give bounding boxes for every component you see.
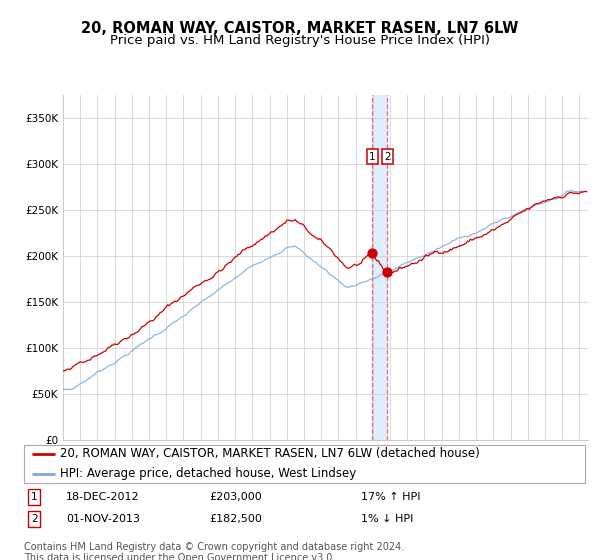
Text: 20, ROMAN WAY, CAISTOR, MARKET RASEN, LN7 6LW (detached house): 20, ROMAN WAY, CAISTOR, MARKET RASEN, LN…: [61, 447, 480, 460]
Text: Contains HM Land Registry data © Crown copyright and database right 2024.
This d: Contains HM Land Registry data © Crown c…: [24, 542, 404, 560]
Text: 1: 1: [31, 492, 37, 502]
Bar: [372, 95, 387, 440]
Text: 01-NOV-2013: 01-NOV-2013: [66, 514, 140, 524]
Text: £203,000: £203,000: [209, 492, 262, 502]
Text: 20, ROMAN WAY, CAISTOR, MARKET RASEN, LN7 6LW: 20, ROMAN WAY, CAISTOR, MARKET RASEN, LN…: [82, 21, 518, 36]
Text: 1: 1: [369, 152, 376, 162]
Text: 17% ↑ HPI: 17% ↑ HPI: [361, 492, 420, 502]
Text: 1% ↓ HPI: 1% ↓ HPI: [361, 514, 413, 524]
Text: £182,500: £182,500: [209, 514, 262, 524]
Text: HPI: Average price, detached house, West Lindsey: HPI: Average price, detached house, West…: [61, 467, 357, 480]
Text: 2: 2: [384, 152, 391, 162]
Text: 2: 2: [31, 514, 37, 524]
Text: Price paid vs. HM Land Registry's House Price Index (HPI): Price paid vs. HM Land Registry's House …: [110, 34, 490, 46]
Text: 18-DEC-2012: 18-DEC-2012: [66, 492, 140, 502]
Point: [367, 249, 377, 258]
Point: [382, 268, 392, 277]
